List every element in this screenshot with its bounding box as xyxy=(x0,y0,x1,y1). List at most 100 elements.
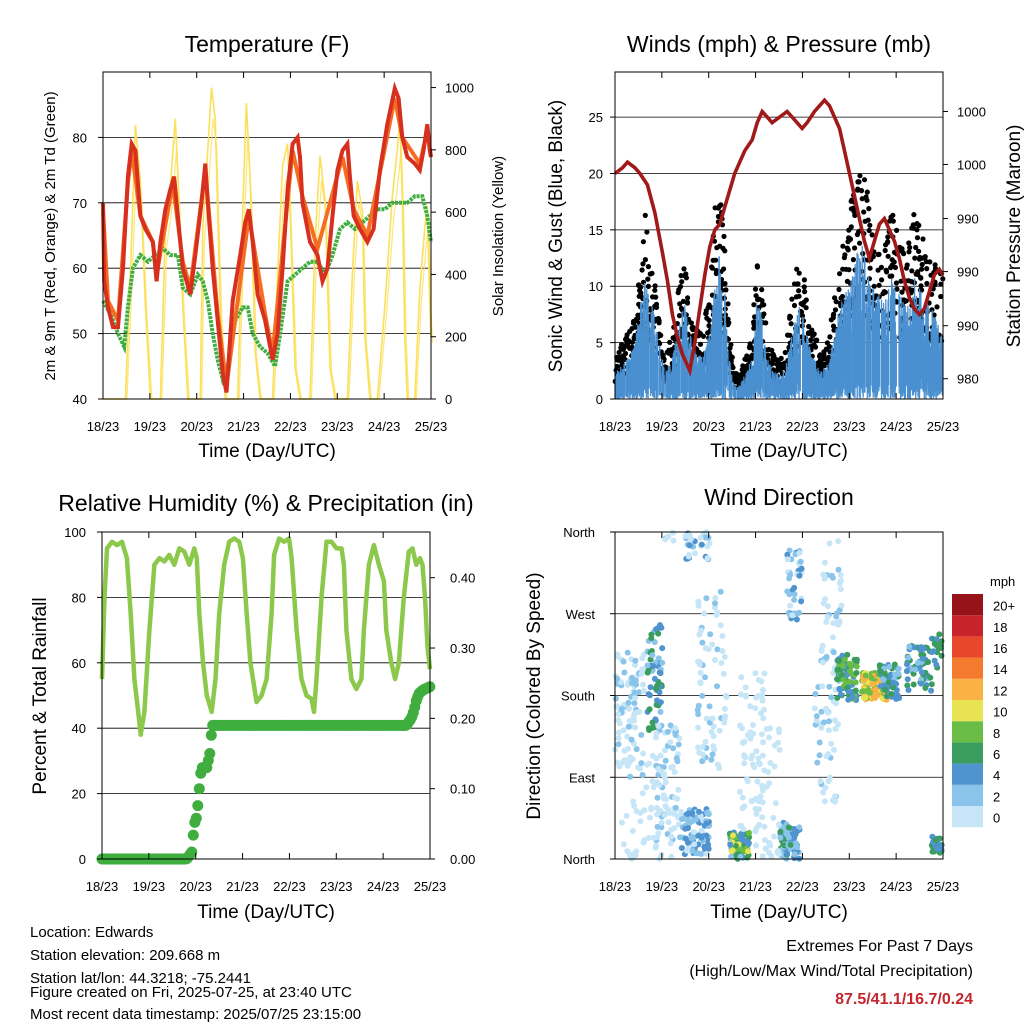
direction-point xyxy=(648,635,655,642)
direction-point xyxy=(615,735,622,742)
direction-point xyxy=(659,659,666,666)
direction-point xyxy=(708,728,715,735)
gust-point xyxy=(854,231,861,238)
x-tick-label: 25/23 xyxy=(927,419,960,434)
direction-point xyxy=(657,699,664,706)
rainfall-point xyxy=(186,846,198,858)
x-tick-label: 20/23 xyxy=(692,419,725,434)
direction-point xyxy=(662,779,669,786)
y-tick-label: 20 xyxy=(72,787,86,802)
gust-point xyxy=(820,361,826,367)
gust-point xyxy=(918,275,924,281)
y2-tick-label: 990 xyxy=(957,212,979,227)
gust-point xyxy=(697,341,704,347)
gust-point xyxy=(753,293,759,299)
gust-point xyxy=(779,371,786,377)
direction-point xyxy=(698,851,705,857)
direction-point xyxy=(912,666,918,673)
humidity-xlabel: Time (Day/UTC) xyxy=(197,902,335,923)
direction-point xyxy=(631,803,638,809)
y2-tick-label: 980 xyxy=(957,372,979,387)
gust-point xyxy=(791,302,798,309)
gust-point xyxy=(837,271,843,277)
direction-point xyxy=(736,788,743,795)
direction-point xyxy=(794,844,801,851)
gust-point xyxy=(656,317,662,324)
direction-point xyxy=(721,705,728,712)
direction-point xyxy=(816,752,823,759)
gust-point xyxy=(909,225,915,231)
direction-point xyxy=(698,827,705,834)
direction-point xyxy=(697,534,704,541)
direction-point xyxy=(662,747,668,754)
direction-point xyxy=(639,771,646,778)
direction-point xyxy=(776,746,783,753)
winds-panel: Winds (mph) & Pressure (mb) 0 5 10 15 20 25 9… xyxy=(546,31,1024,462)
direction-point xyxy=(683,835,689,842)
direction-point xyxy=(771,742,778,749)
direction-point xyxy=(869,681,876,688)
gust-point xyxy=(787,314,794,320)
direction-point xyxy=(728,853,735,860)
gust-point xyxy=(875,251,881,258)
direction-point xyxy=(890,679,897,686)
direction-point xyxy=(813,713,820,720)
direction-point xyxy=(836,686,843,693)
direction-point xyxy=(756,806,763,813)
direction-point xyxy=(671,769,678,776)
winds-xlabel: Time (Day/UTC) xyxy=(710,441,848,462)
gust-point xyxy=(705,330,711,336)
direction-point xyxy=(787,841,794,848)
gust-point xyxy=(729,354,735,360)
info-created: Figure created on Fri, 2025-07-25, at 23… xyxy=(30,984,352,1001)
direction-point xyxy=(860,688,867,695)
colorbar-label: 8 xyxy=(993,726,1000,741)
rainfall-point xyxy=(190,812,202,824)
direction-point xyxy=(771,833,778,840)
x-tick-label: 18/23 xyxy=(599,879,632,894)
gust-point xyxy=(859,196,865,202)
direction-point xyxy=(719,633,726,639)
direction-point xyxy=(919,655,926,662)
gust-point xyxy=(805,330,812,336)
direction-point xyxy=(702,674,708,681)
direction-point xyxy=(710,743,717,750)
direction-point xyxy=(830,649,837,656)
direction-point xyxy=(647,814,653,821)
direction-point xyxy=(623,812,630,819)
gust-point xyxy=(866,206,872,212)
gust-point xyxy=(677,301,683,307)
gust-point xyxy=(924,266,930,272)
direction-point xyxy=(862,694,869,701)
direction-point xyxy=(881,686,888,693)
direction-point xyxy=(785,834,792,841)
direction-point xyxy=(852,679,859,686)
gust-point xyxy=(747,343,753,349)
direction-point xyxy=(760,739,767,746)
direction-point xyxy=(838,577,844,584)
direction-point xyxy=(838,602,845,609)
direction-point xyxy=(796,572,803,579)
direction-point xyxy=(666,810,673,816)
direction-point xyxy=(714,761,721,768)
y2-tick-label: 0.20 xyxy=(450,711,475,726)
direction-point xyxy=(759,697,766,704)
gust-point xyxy=(667,339,673,345)
direction-point xyxy=(812,691,819,697)
direction-point xyxy=(668,826,675,833)
gust-point xyxy=(647,271,653,277)
direction-point xyxy=(822,596,828,603)
gust-point xyxy=(680,298,687,304)
direction-point xyxy=(706,540,713,547)
direction-point xyxy=(646,692,653,699)
direction-point xyxy=(614,703,621,710)
direction-point xyxy=(629,828,636,834)
direction-point xyxy=(702,645,709,652)
gust-point xyxy=(622,343,628,349)
y2-tick-label: 0 xyxy=(445,392,452,407)
direction-point xyxy=(753,811,760,817)
gust-point xyxy=(885,234,891,240)
gust-point xyxy=(911,212,917,218)
direction-point xyxy=(720,670,727,677)
direction-point xyxy=(811,705,818,712)
